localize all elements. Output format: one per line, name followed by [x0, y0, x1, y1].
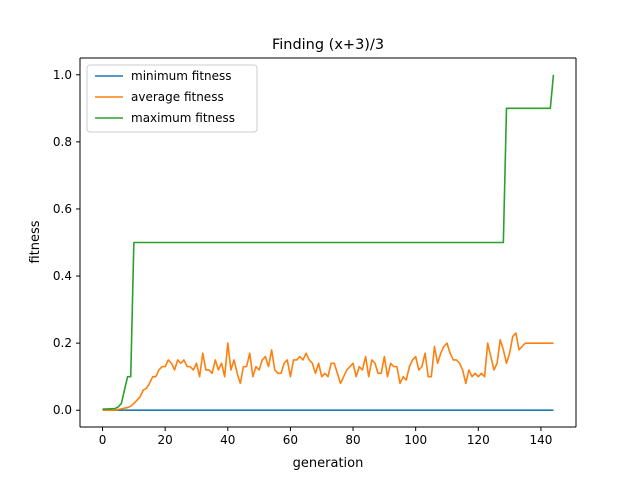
x-axis-label: generation — [293, 456, 364, 471]
x-tick-label: 120 — [467, 433, 490, 447]
legend: minimum fitness average fitness maximum fi… — [86, 64, 258, 133]
y-axis-ticks: 0.0 0.2 0.4 0.6 0.8 1.0 — [53, 68, 80, 417]
y-axis-label: fitness — [28, 220, 43, 263]
y-tick-label: 1.0 — [53, 68, 72, 82]
plot-series — [102, 74, 555, 412]
y-tick-label: 0.2 — [53, 336, 72, 350]
axes-frame — [79, 57, 577, 428]
legend-label-2: maximum fitness — [131, 111, 235, 125]
y-tick-label: 0.8 — [53, 135, 72, 149]
x-tick-label: 40 — [220, 433, 235, 447]
y-tick-label: 0.0 — [53, 403, 72, 417]
x-axis-ticks: 0 20 40 60 80 100 120 140 — [99, 427, 552, 447]
series-line-1 — [102, 332, 554, 412]
legend-label-0: minimum fitness — [131, 69, 232, 83]
x-tick-label: 20 — [158, 433, 173, 447]
x-tick-label: 80 — [345, 433, 360, 447]
legend-box — [86, 64, 258, 133]
x-tick-label: 100 — [404, 433, 427, 447]
series-line-2 — [102, 74, 555, 411]
y-tick-label: 0.4 — [53, 269, 72, 283]
chart-title: Finding (x+3)/3 — [272, 37, 384, 53]
legend-label-1: average fitness — [131, 90, 224, 104]
x-tick-label: 60 — [283, 433, 298, 447]
y-tick-label: 0.6 — [53, 202, 72, 216]
x-tick-label: 0 — [99, 433, 107, 447]
x-tick-label: 140 — [529, 433, 552, 447]
